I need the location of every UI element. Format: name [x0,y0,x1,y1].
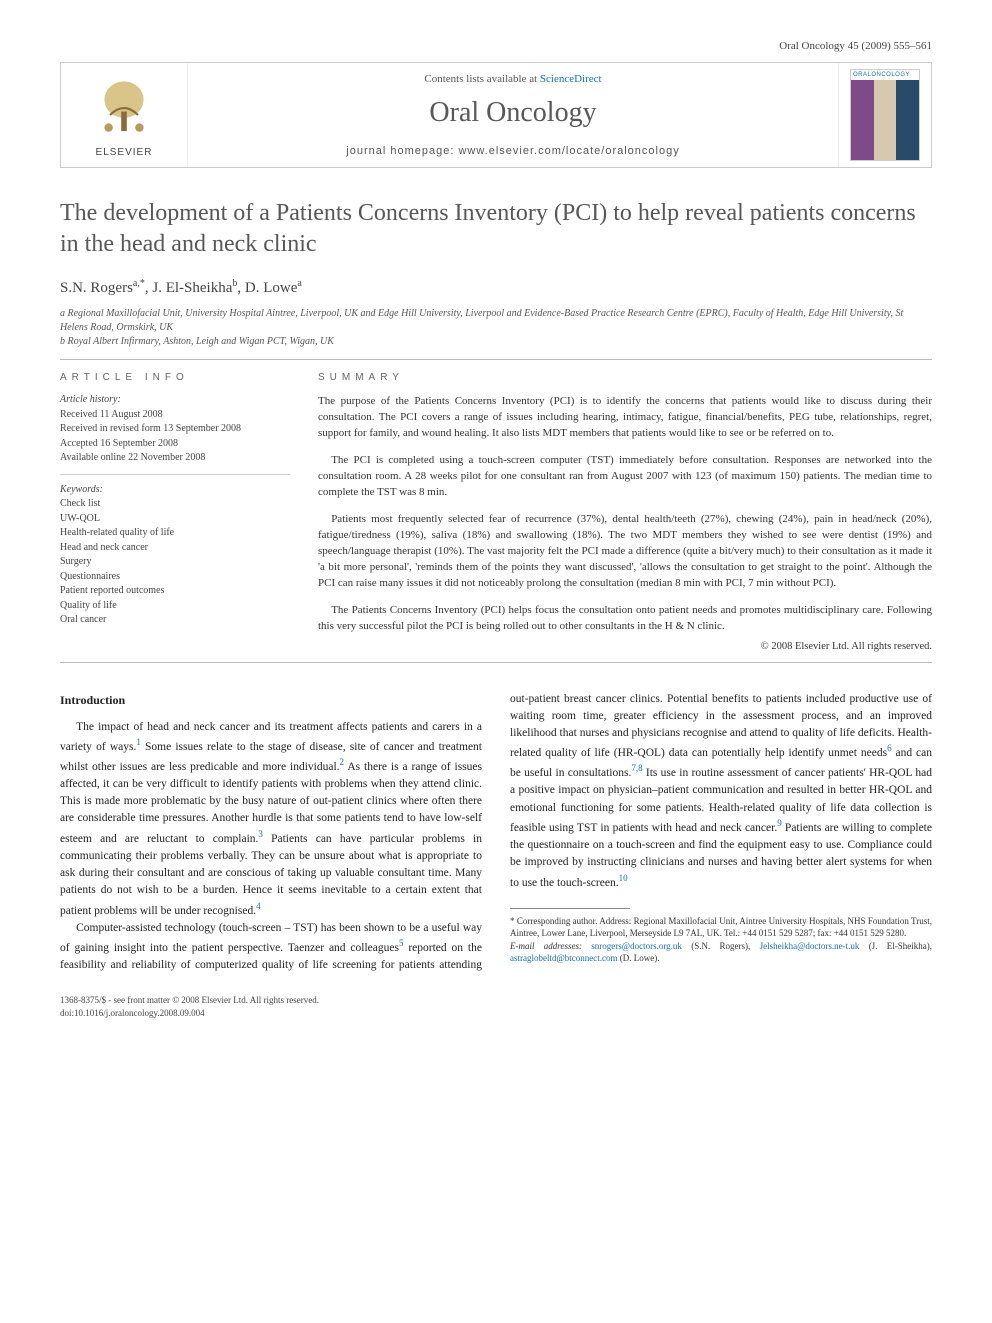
keyword: Check list [60,497,290,512]
keyword: Head and neck cancer [60,541,290,556]
affiliation-b: b Royal Albert Infirmary, Ashton, Leigh … [60,335,932,349]
footnote-rule [510,908,630,909]
divider [60,662,932,663]
email-link[interactable]: Jelsheikha@doctors.ne-t.uk [760,941,860,951]
keyword: Quality of life [60,599,290,614]
doi-line: doi:10.1016/j.oraloncology.2008.09.004 [60,1007,932,1020]
summary-copyright: © 2008 Elsevier Ltd. All rights reserved… [318,641,932,652]
emails-label: E-mail addresses: [510,941,591,951]
history-revised: Received in revised form 13 September 20… [60,422,290,437]
author-3-affil: a [297,278,301,289]
publisher-logo: ELSEVIER [61,63,188,167]
contents-available-line: Contents lists available at ScienceDirec… [196,73,830,85]
journal-cover-thumbnail: ORALONCOLOGY [838,63,931,167]
keyword: Questionnaires [60,570,290,585]
affiliations: a Regional Maxillofacial Unit, Universit… [60,307,932,349]
keyword: UW-QOL [60,512,290,527]
author-1-affil: a,* [133,278,145,289]
history-online: Available online 22 November 2008 [60,451,290,466]
summary-para-1: The purpose of the Patients Concerns Inv… [318,394,932,442]
body-two-column: Introduction The impact of head and neck… [60,691,932,975]
keyword: Patient reported outcomes [60,584,290,599]
publisher-name: ELSEVIER [96,147,153,158]
keyword: Oral cancer [60,613,290,628]
keyword: Health-related quality of life [60,526,290,541]
journal-masthead: ELSEVIER Contents lists available at Sci… [60,62,932,168]
history-received: Received 11 August 2008 [60,408,290,423]
running-head: Oral Oncology 45 (2009) 555–561 [60,40,932,52]
ref-link[interactable]: 10 [619,873,628,883]
affiliation-a: a Regional Maxillofacial Unit, Universit… [60,307,932,335]
article-info-column: ARTICLE INFO Article history: Received 1… [60,372,290,651]
page-footer: 1368-8375/$ - see front matter © 2008 El… [60,994,932,1019]
journal-homepage-line: journal homepage: www.elsevier.com/locat… [196,145,830,157]
email-addresses-line: E-mail addresses: snrogers@doctors.org.u… [510,940,932,965]
contents-prefix: Contents lists available at [424,73,539,85]
footnotes: * Corresponding author. Address: Regiona… [510,915,932,965]
keywords-label: Keywords: [60,483,290,498]
email-link[interactable]: snrogers@doctors.org.uk [591,941,682,951]
history-label: Article history: [60,393,290,408]
ref-link[interactable]: 7,8 [631,763,642,773]
masthead-center: Contents lists available at ScienceDirec… [188,63,838,167]
elsevier-tree-icon [89,73,159,143]
summary-para-2: The PCI is completed using a touch-scree… [318,453,932,501]
body-paragraph-1: The impact of head and neck cancer and i… [60,719,482,920]
corresponding-author-note: * Corresponding author. Address: Regiona… [510,915,932,940]
homepage-label: journal homepage: [346,145,458,157]
summary-para-3: Patients most frequently selected fear o… [318,512,932,592]
homepage-url[interactable]: www.elsevier.com/locate/oraloncology [458,145,679,157]
summary-label: SUMMARY [318,372,932,383]
author-2: , J. El-Sheikha [145,280,233,296]
section-heading-introduction: Introduction [60,691,482,709]
article-title: The development of a Patients Concerns I… [60,198,932,260]
ref-link[interactable]: 4 [256,901,261,911]
divider [60,359,932,360]
authors-line: S.N. Rogersa,*, J. El-Sheikhab, D. Lowea [60,278,932,297]
sciencedirect-link[interactable]: ScienceDirect [540,73,602,85]
author-3: , D. Lowe [237,280,297,296]
author-1: S.N. Rogers [60,280,133,296]
history-accepted: Accepted 16 September 2008 [60,437,290,452]
cover-title: ORALONCOLOGY [851,70,919,80]
journal-name: Oral Oncology [196,97,830,129]
front-matter-line: 1368-8375/$ - see front matter © 2008 El… [60,994,932,1007]
email-link[interactable]: astraglobeltd@btconnect.com [510,953,618,963]
summary-column: SUMMARY The purpose of the Patients Conc… [318,372,932,651]
keyword: Surgery [60,555,290,570]
info-divider [60,474,290,475]
summary-para-4: The Patients Concerns Inventory (PCI) he… [318,603,932,635]
article-info-label: ARTICLE INFO [60,372,290,383]
